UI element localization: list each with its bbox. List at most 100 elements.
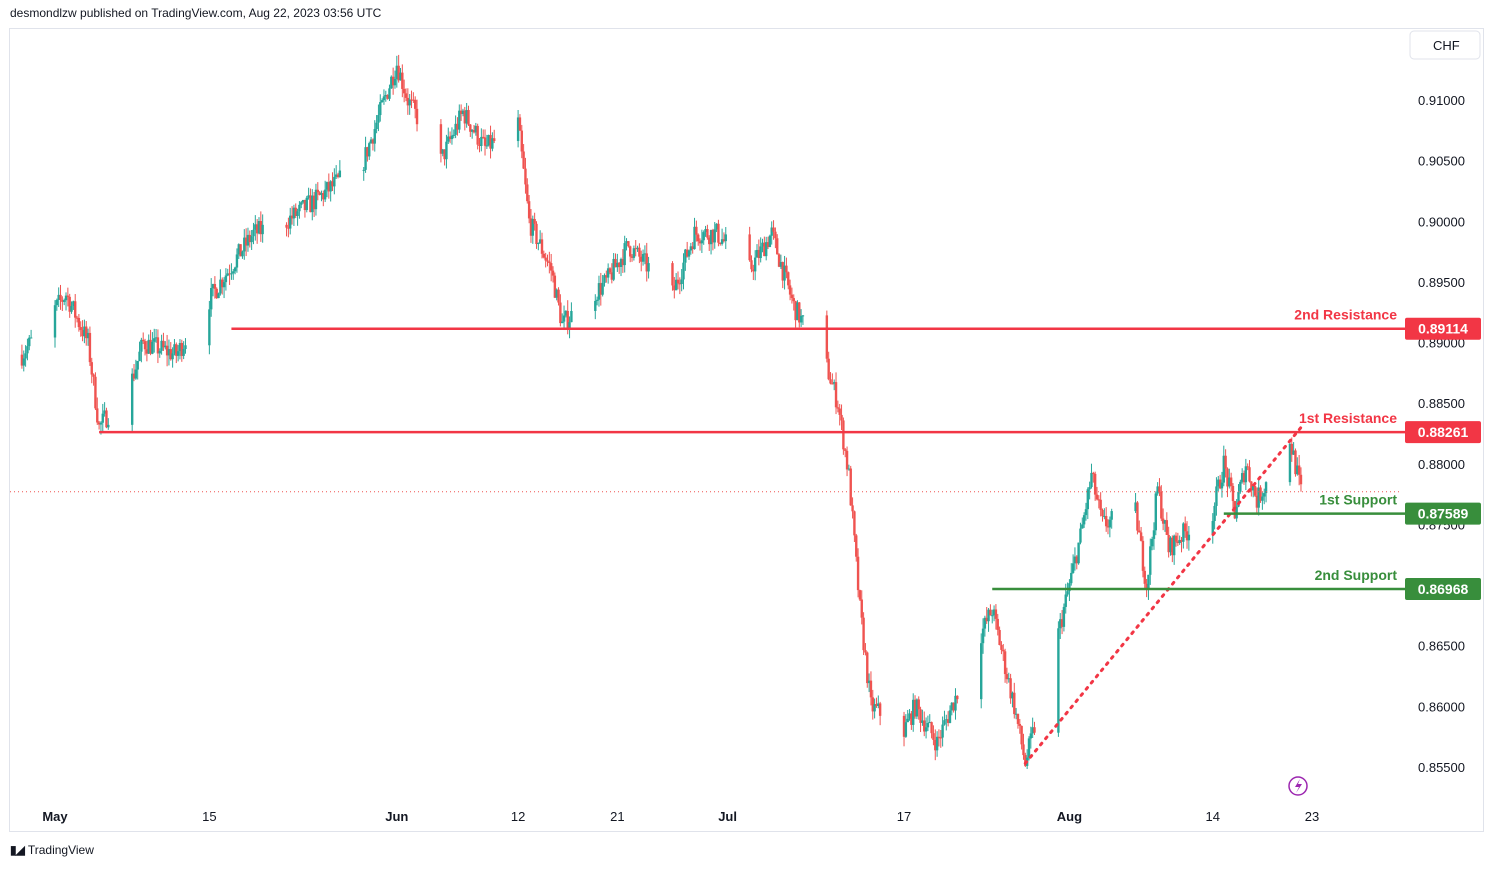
candle-body xyxy=(1020,725,1023,745)
candle-body xyxy=(447,136,450,142)
candle-body xyxy=(790,294,794,299)
candle-body xyxy=(217,293,220,299)
candle-body xyxy=(1288,443,1292,483)
candle-body xyxy=(379,102,382,116)
candle-body xyxy=(878,703,882,716)
candle-body xyxy=(722,239,726,242)
candle-body xyxy=(1070,572,1073,584)
candle-body xyxy=(382,96,386,101)
chart-frame xyxy=(9,28,1484,832)
candle-body xyxy=(632,248,636,258)
candle-body xyxy=(318,192,321,195)
candle-body xyxy=(864,650,867,653)
candle-body xyxy=(535,223,538,245)
candle-body xyxy=(599,283,603,295)
candle-body xyxy=(1242,473,1246,483)
candle-body xyxy=(75,317,79,319)
candle-body xyxy=(439,124,443,154)
candle-body xyxy=(362,169,365,171)
candle-body xyxy=(617,262,621,267)
candle-body xyxy=(1253,486,1257,496)
candle-body xyxy=(985,617,988,622)
candle-body xyxy=(239,244,242,257)
level-price-badge xyxy=(1405,317,1481,340)
level-name-label: 2nd Resistance xyxy=(1294,307,1397,323)
candle-body xyxy=(1139,532,1143,541)
candle-body xyxy=(151,341,154,354)
candle-body xyxy=(1222,455,1225,483)
candle-body xyxy=(671,263,674,286)
candle-body xyxy=(1073,556,1077,564)
candle-body xyxy=(980,643,983,700)
candle-body xyxy=(1248,467,1251,482)
candle-body xyxy=(994,609,998,619)
candle-body xyxy=(1171,537,1174,556)
candle-body xyxy=(529,218,533,236)
candle-body xyxy=(695,226,698,235)
candle-body xyxy=(1029,733,1033,739)
candle-body xyxy=(226,273,229,276)
candle-body xyxy=(481,136,485,138)
candle-body xyxy=(1071,563,1075,573)
candle-body xyxy=(1174,535,1178,542)
time-tick-label: May xyxy=(42,809,68,824)
candle-body xyxy=(368,143,371,157)
candle-body xyxy=(564,310,568,316)
candle-body xyxy=(832,382,836,384)
candle-body xyxy=(1081,524,1084,529)
time-tick-label: 21 xyxy=(610,809,624,824)
time-tick-label: Aug xyxy=(1057,809,1082,824)
candle-body xyxy=(1064,594,1067,607)
candle-body xyxy=(493,138,496,142)
candle-body xyxy=(796,302,799,321)
candle-body xyxy=(551,270,555,276)
candle-body xyxy=(912,699,915,725)
candle-body xyxy=(458,110,461,130)
currency-badge[interactable]: CHF xyxy=(1409,30,1481,60)
candle-body xyxy=(1156,486,1159,494)
candle-body xyxy=(182,349,185,356)
candle-body xyxy=(491,138,494,149)
footer: ▮◢ TradingView xyxy=(10,843,94,857)
candle-body xyxy=(1104,515,1108,527)
candle-body xyxy=(237,244,240,255)
candle-body xyxy=(164,345,167,348)
candle-body xyxy=(327,182,331,192)
candle-body xyxy=(314,189,318,210)
candle-body xyxy=(334,174,338,177)
level-labels: 2nd Resistance 0.89114 1st Resistance 0.882… xyxy=(1294,307,1481,600)
candle-body xyxy=(1231,485,1235,502)
candle-body xyxy=(676,279,680,284)
candle-body xyxy=(595,299,599,301)
candle-body xyxy=(1141,540,1145,571)
candle-body xyxy=(1251,486,1255,491)
candle-body xyxy=(1226,468,1229,487)
lightning-icon[interactable] xyxy=(1288,776,1308,796)
candle-body xyxy=(827,358,830,380)
candle-body xyxy=(798,302,801,323)
candle-body xyxy=(645,253,648,272)
candle-body xyxy=(847,468,851,470)
candle-body xyxy=(1240,473,1244,482)
candle-body xyxy=(764,242,768,257)
candle-body xyxy=(516,117,520,142)
candle-body xyxy=(1018,723,1022,726)
time-tick-label: Jun xyxy=(385,809,408,824)
candle-body xyxy=(640,256,643,262)
candle-body xyxy=(257,221,261,234)
candle-body xyxy=(320,193,323,195)
candle-body xyxy=(390,76,393,89)
candle-body xyxy=(254,224,257,230)
candle-body xyxy=(597,283,601,300)
candle-body xyxy=(26,346,29,354)
candle-body xyxy=(713,229,716,243)
candle-body xyxy=(219,279,222,294)
candle-body xyxy=(380,100,384,103)
candle-body xyxy=(85,326,88,339)
candle-body xyxy=(838,408,841,415)
candle-body xyxy=(1239,481,1242,492)
candle-body xyxy=(774,231,777,239)
candle-body xyxy=(527,201,531,219)
candle-body xyxy=(1220,482,1224,489)
